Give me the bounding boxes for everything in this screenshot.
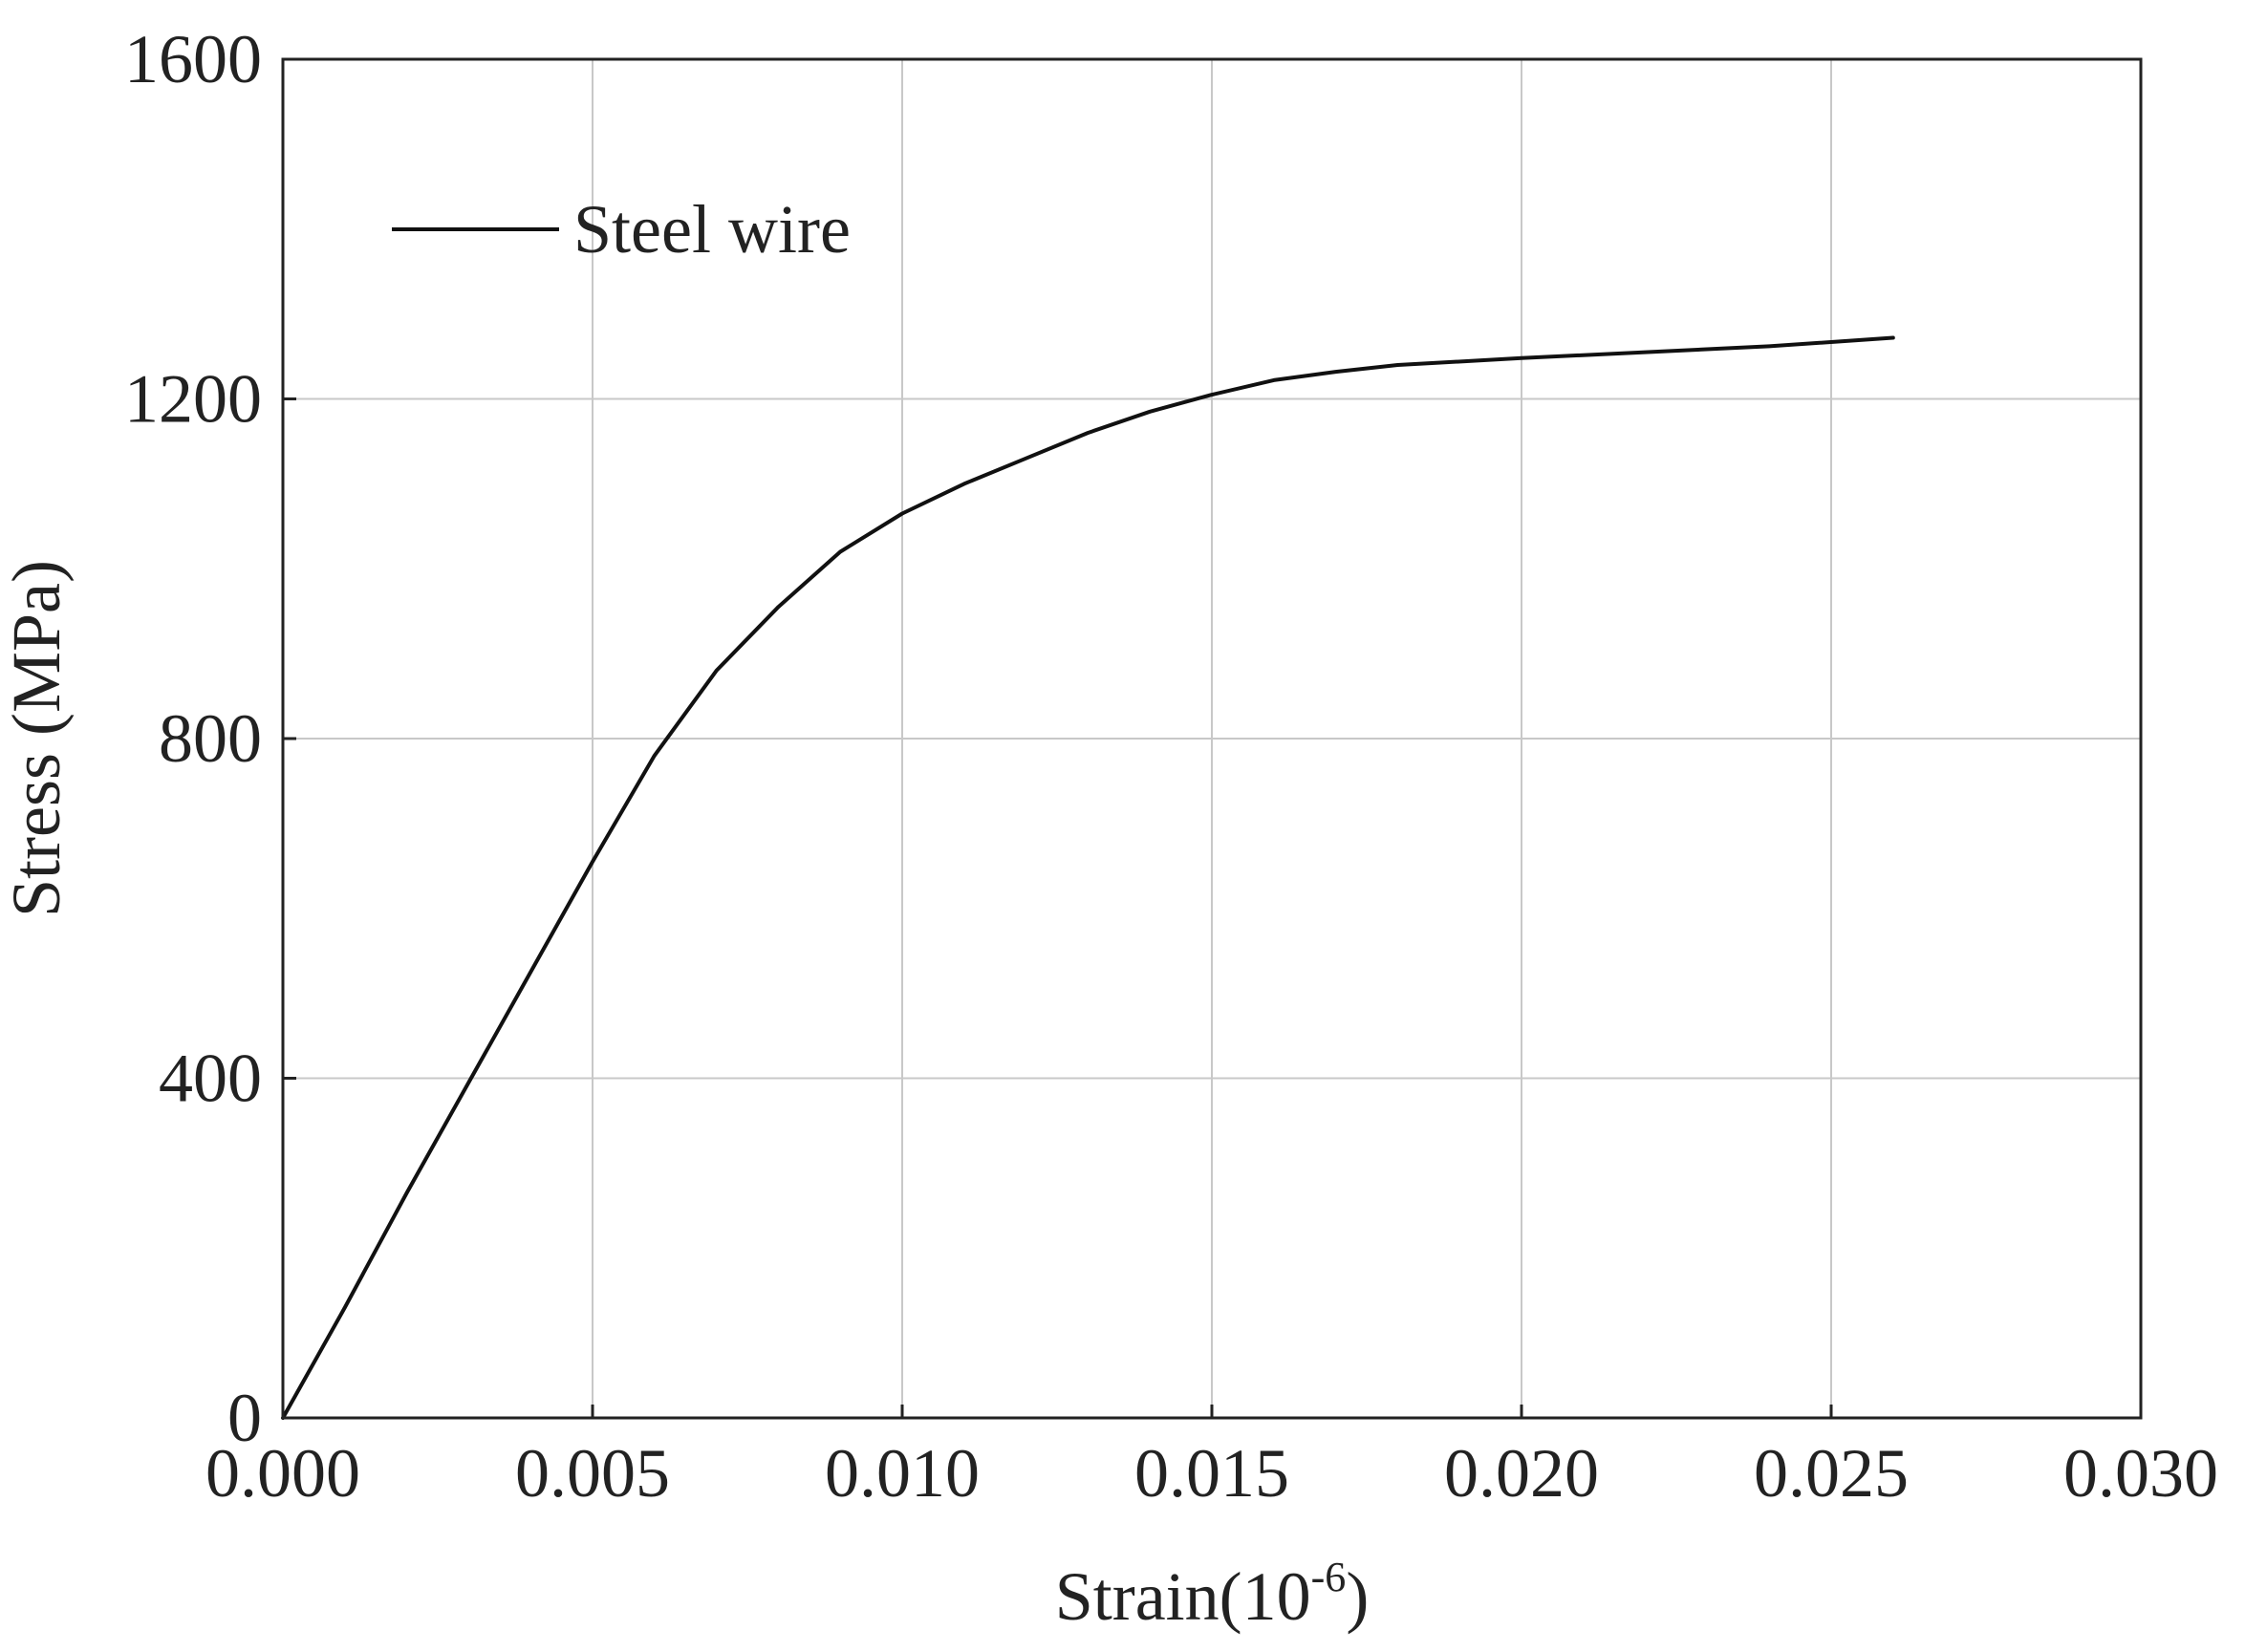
series-line-steel-wire [281,335,1895,1420]
x-tick-label: 0.020 [1444,1435,1599,1512]
x-tick-label: 0.000 [205,1435,360,1512]
x-axis-title-main: Strain(10 [1055,1558,1311,1635]
legend: Steel wire [392,191,851,268]
y-tick-label: 400 [159,1041,262,1117]
x-axis-title: Strain(10-6) [1055,1554,1370,1635]
y-tick-label: 800 [159,700,262,777]
series-layer [281,335,1895,1420]
x-tick-label: 0.025 [1754,1435,1909,1512]
x-axis-title-superscript: -6 [1311,1554,1347,1600]
x-tick-label: 0.005 [515,1435,670,1512]
x-tick-label: 0.030 [2063,1435,2218,1512]
x-tick-label: 0.010 [825,1435,980,1512]
y-tick-label: 0 [227,1380,262,1456]
y-axis-title: Stress (MPa) [0,560,75,917]
y-tick-label: 1200 [124,361,262,438]
x-tick-label: 0.015 [1134,1435,1289,1512]
legend-label-steel-wire: Steel wire [573,191,851,268]
gridlines [283,59,2141,1418]
x-axis-title-suffix: ) [1346,1558,1369,1635]
y-tick-label: 1600 [124,21,262,97]
tick-labels: 0.000 0.005 0.010 0.015 0.020 0.025 0.030 0 400 8… [124,21,2218,1512]
axis-ticks [281,57,2143,1420]
